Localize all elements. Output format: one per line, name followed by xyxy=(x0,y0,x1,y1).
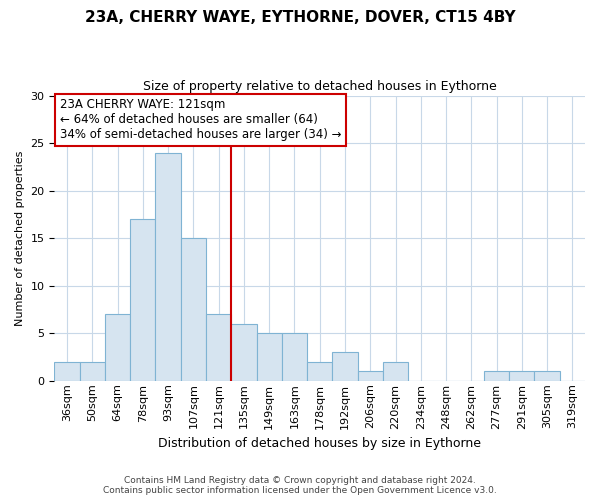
Bar xyxy=(206,314,231,381)
Title: Size of property relative to detached houses in Eythorne: Size of property relative to detached ho… xyxy=(143,80,497,93)
Bar xyxy=(535,372,560,381)
Text: 23A, CHERRY WAYE, EYTHORNE, DOVER, CT15 4BY: 23A, CHERRY WAYE, EYTHORNE, DOVER, CT15 … xyxy=(85,10,515,25)
Bar xyxy=(155,152,181,381)
Bar xyxy=(80,362,105,381)
Bar xyxy=(332,352,358,381)
Bar xyxy=(307,362,332,381)
Y-axis label: Number of detached properties: Number of detached properties xyxy=(15,150,25,326)
Bar xyxy=(358,372,383,381)
Bar xyxy=(257,333,282,381)
Bar xyxy=(130,219,155,381)
Text: 23A CHERRY WAYE: 121sqm
← 64% of detached houses are smaller (64)
34% of semi-de: 23A CHERRY WAYE: 121sqm ← 64% of detache… xyxy=(60,98,341,142)
Bar xyxy=(282,333,307,381)
Bar xyxy=(383,362,408,381)
Bar xyxy=(105,314,130,381)
Text: Contains HM Land Registry data © Crown copyright and database right 2024.
Contai: Contains HM Land Registry data © Crown c… xyxy=(103,476,497,495)
Bar xyxy=(181,238,206,381)
X-axis label: Distribution of detached houses by size in Eythorne: Distribution of detached houses by size … xyxy=(158,437,481,450)
Bar xyxy=(55,362,80,381)
Bar xyxy=(509,372,535,381)
Bar xyxy=(484,372,509,381)
Bar xyxy=(231,324,257,381)
